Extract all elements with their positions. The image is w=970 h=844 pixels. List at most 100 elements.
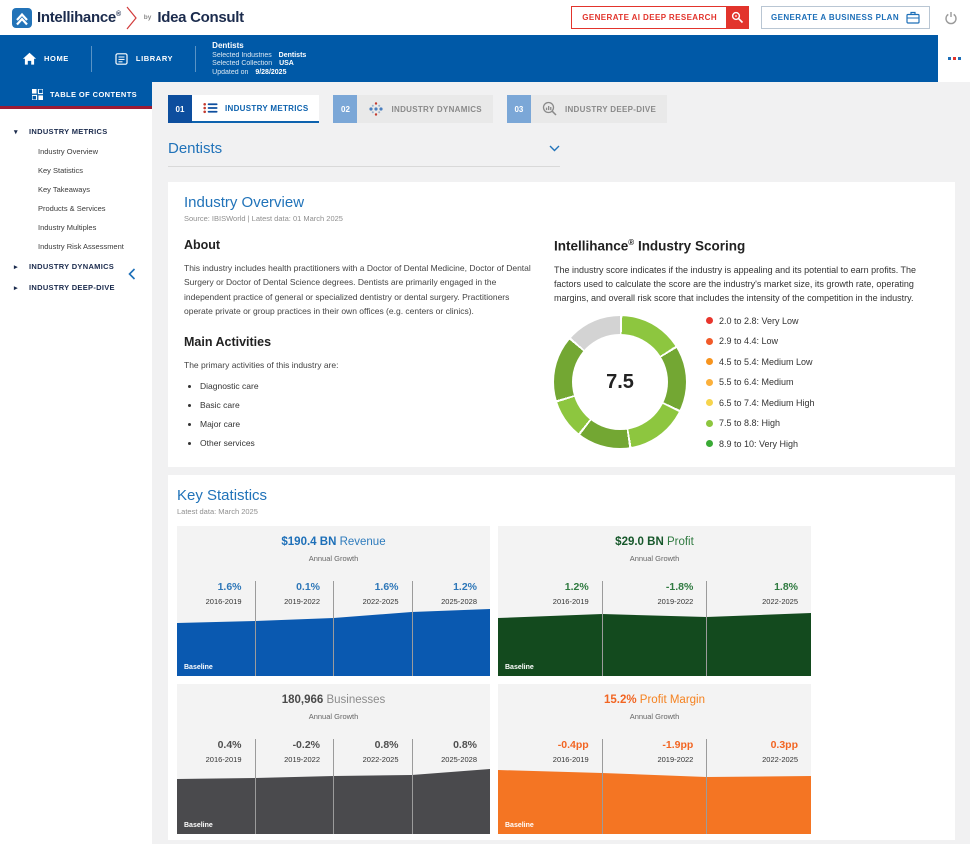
period-range-label: 2022-2025 xyxy=(362,597,399,606)
tab-industry-metrics[interactable]: 01 INDUSTRY METRICS xyxy=(168,95,320,123)
menu-dot xyxy=(947,57,951,60)
stat-card-title: 15.2% Profit Margin xyxy=(498,694,811,706)
sidebar-section-industry-deep-dive[interactable]: ▸ INDUSTRY DEEP-DIVE xyxy=(0,277,152,298)
context-selected-collection: Selected Collection USA xyxy=(212,60,294,68)
legend-label: 8.9 to 10: Very High xyxy=(719,438,799,449)
app-header: Intellihance® by Idea Consult GENERATE A… xyxy=(0,0,970,35)
sidebar-item-key-takeaways[interactable]: Key Takeaways xyxy=(38,185,90,194)
period-cell-2025-2028: 0.8% 2025-2028 xyxy=(411,739,491,834)
sidebar-item-industry-overview[interactable]: Industry Overview xyxy=(38,147,99,156)
period-cell-2016-2019: 0.4% 2016-2019 xyxy=(177,739,255,834)
main-content: 01 INDUSTRY METRICS 02 INDUSTRY DY xyxy=(168,82,955,844)
header-actions: GENERATE AI DEEP RESEARCH GENERATE A BUS… xyxy=(571,6,958,29)
key-statistics-source: Latest data: March 2025 xyxy=(177,507,258,516)
tab-label: INDUSTRY METRICS xyxy=(225,103,309,113)
legend-dot xyxy=(706,419,713,427)
period-range-label: 2022-2025 xyxy=(362,755,399,764)
baseline-label: Baseline xyxy=(184,822,213,829)
activity-item: Basic care xyxy=(200,400,536,410)
legend-item-medium-low: 4.5 to 5.4: Medium Low xyxy=(706,357,815,367)
stat-subtitle: Annual Growth xyxy=(629,554,680,563)
magnifier-chart-icon xyxy=(542,101,557,116)
sidebar-section-label: INDUSTRY DEEP-DIVE xyxy=(29,283,115,292)
period-cell-2019-2022: -1.8% 2019-2022 xyxy=(601,581,707,676)
tab-label: INDUSTRY DEEP-DIVE xyxy=(564,104,657,114)
tab-number: 01 xyxy=(168,95,192,123)
period-growth-value: 1.2% xyxy=(453,581,477,593)
sidebar-section-label: INDUSTRY DYNAMICS xyxy=(29,262,115,271)
generate-ai-deep-research-label: GENERATE AI DEEP RESEARCH xyxy=(582,13,718,22)
industry-collapsible-header[interactable]: Dentists xyxy=(168,140,560,167)
chevron-right-icon: ▸ xyxy=(14,284,18,292)
stat-area-chart xyxy=(498,762,811,834)
dots-network-icon xyxy=(369,102,384,116)
nav-context-info: Dentists Selected Industries Dentists Se… xyxy=(212,35,306,82)
legend-dot xyxy=(706,399,713,407)
more-options-menu[interactable] xyxy=(938,35,970,82)
baseline-label: Baseline xyxy=(505,664,534,671)
period-growth-value: 0.4% xyxy=(217,739,242,751)
key-statistics-section: Key Statistics Latest data: March 2025 $… xyxy=(168,475,955,840)
generate-business-plan-button[interactable]: GENERATE A BUSINESS PLAN xyxy=(761,6,930,29)
period-range-label: 2016-2019 xyxy=(552,597,589,606)
nav-home[interactable]: HOME xyxy=(0,35,91,82)
legend-label: 7.5 to 8.8: High xyxy=(719,418,781,429)
sidebar-section-industry-dynamics[interactable]: ▸ INDUSTRY DYNAMICS xyxy=(0,256,152,277)
brand-name: Intellihance® xyxy=(37,9,121,26)
menu-dot xyxy=(952,57,956,60)
period-growth-value: -0.2% xyxy=(292,739,320,751)
table-of-contents-header[interactable]: TABLE OF CONTENTS xyxy=(0,82,152,106)
stat-card-title: $29.0 BN Profit xyxy=(498,536,811,548)
stat-card-profit: $29.0 BN Profit Annual Growth 1.2% 2016-201… xyxy=(498,526,811,676)
nav-separator xyxy=(195,45,197,72)
stat-subtitle: Annual Growth xyxy=(308,554,359,563)
stat-value: $190.4 BN xyxy=(281,536,337,548)
stat-cards-grid: $190.4 BN Revenue Annual Growth 1.6% 2016-2… xyxy=(177,526,939,834)
stat-value: 15.2% xyxy=(604,694,637,706)
sidebar-item-key-statistics[interactable]: Key Statistics xyxy=(38,166,84,175)
sidebar-item-products-services[interactable]: Products & Services xyxy=(38,204,106,213)
period-growth-value: 1.2% xyxy=(564,581,589,593)
baseline-label: Baseline xyxy=(505,822,534,829)
industry-score-donut-chart: 7.5 xyxy=(554,316,686,449)
stat-area-chart xyxy=(498,604,811,676)
period-cell-2016-2019: 1.6% 2016-2019 xyxy=(177,581,255,676)
sidebar: TABLE OF CONTENTS ▾ INDUSTRY METRICS Indus… xyxy=(0,82,152,844)
library-icon xyxy=(115,52,128,65)
key-statistics-title: Key Statistics xyxy=(177,487,268,504)
tab-industry-dynamics[interactable]: 02 INDUSTRY DYNAMICS xyxy=(333,95,493,123)
stat-card-revenue: $190.4 BN Revenue Annual Growth 1.6% 2016-2… xyxy=(177,526,490,676)
brand-logo[interactable]: Intellihance® by Idea Consult xyxy=(12,6,244,30)
generate-ai-deep-research-button[interactable]: GENERATE AI DEEP RESEARCH xyxy=(571,6,750,29)
period-cell-2022-2025: 1.8% 2022-2025 xyxy=(706,581,811,676)
nav-library[interactable]: LIBRARY xyxy=(92,35,195,82)
sidebar-collapse-chevron[interactable] xyxy=(128,268,136,283)
stat-period-cells: 1.2% 2016-2019 -1.8% 2019-2022 1.8% 2022-2025 xyxy=(498,581,811,676)
period-growth-value: 0.8% xyxy=(453,739,477,751)
nav-home-label: HOME xyxy=(44,54,69,63)
sidebar-section-label: INDUSTRY METRICS xyxy=(29,127,108,136)
brand-product-name: Idea Consult xyxy=(157,9,244,26)
power-icon[interactable] xyxy=(944,11,958,25)
legend-item-medium: 5.5 to 6.4: Medium xyxy=(706,377,815,387)
sidebar-section-industry-metrics[interactable]: ▾ INDUSTRY METRICS xyxy=(0,121,152,142)
activity-item: Other services xyxy=(200,438,536,448)
scoring-legend: 2.0 to 2.8: Very Low 2.9 to 4.4: Low 4.5 t… xyxy=(706,316,815,449)
period-growth-value: 1.8% xyxy=(774,581,799,593)
tab-number: 03 xyxy=(506,95,531,123)
period-growth-value: 1.6% xyxy=(374,581,399,593)
legend-label: 2.0 to 2.8: Very Low xyxy=(719,315,799,326)
sidebar-nav: ▾ INDUSTRY METRICS Industry Overview Key St… xyxy=(0,109,152,298)
period-cell-2019-2022: -0.2% 2019-2022 xyxy=(254,739,334,834)
chevron-down-icon: ▾ xyxy=(14,128,18,136)
sidebar-item-industry-multiples[interactable]: Industry Multiples xyxy=(38,223,97,232)
legend-dot xyxy=(706,378,713,386)
stat-card-title: $190.4 BN Revenue xyxy=(177,536,490,548)
sidebar-item-industry-risk-assessment[interactable]: Industry Risk Assessment xyxy=(38,242,124,251)
about-heading: About xyxy=(184,238,221,252)
period-range-label: 2022-2025 xyxy=(762,597,799,606)
stat-subtitle: Annual Growth xyxy=(308,712,359,721)
legend-item-high: 7.5 to 8.8: High xyxy=(706,418,815,428)
tab-industry-deep-dive[interactable]: 03 INDUSTRY DEEP-DIVE xyxy=(506,95,668,123)
period-range-label: 2019-2022 xyxy=(284,755,320,764)
